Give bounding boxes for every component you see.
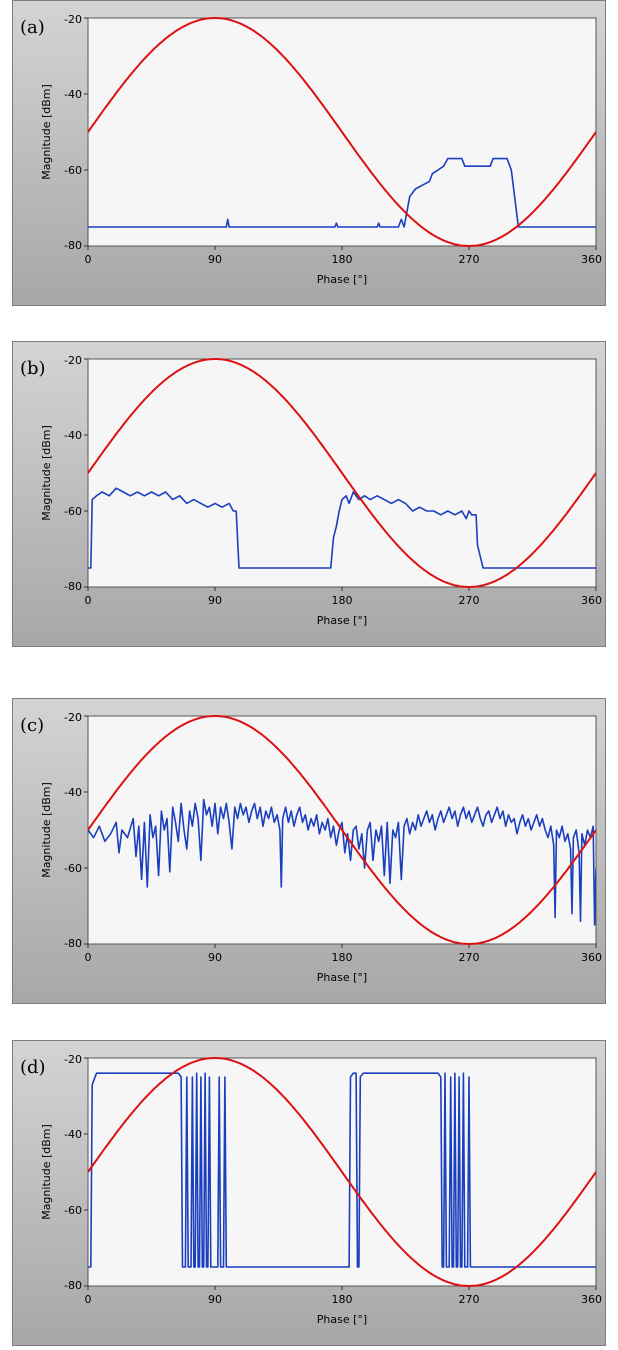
y-axis-label: Magnitude [dBm] [40,782,53,878]
y-tick-label: -60 [64,505,82,518]
frame-border [12,341,606,647]
reference-sine-line [88,715,596,945]
y-axis-label: Magnitude [dBm] [40,1124,53,1220]
chart-svg: (b) -20 -40 -60 -800 90 180 270 360 Phase [°] Magn… [12,341,606,647]
x-axis-label: Phase [°] [317,273,367,286]
y-tick-label: -40 [64,429,82,442]
x-tick-label: 360 [581,951,602,964]
y-tick-label: -60 [64,1204,82,1217]
x-tick-label: 0 [85,594,92,607]
chart-panel-c: (c) -20 -40 -60 -80 0 90 180 270 360 Phase [°] Magn… [12,698,606,1004]
x-tick-label: 180 [332,594,353,607]
x-tick-label: 270 [459,1293,480,1306]
chart-panel-b: (b) -20 -40 -60 -80 0 90 180 270 360 Phase [°] Magn… [12,341,606,647]
x-axis-label: Phase [°] [317,971,367,984]
frame-border [12,1040,606,1346]
y-tick-label: -20 [64,711,82,724]
x-tick-label: 360 [581,594,602,607]
x-tick-label: 180 [332,253,353,266]
panel-label: (a) [20,17,45,38]
frame-border [12,698,606,1004]
reference-sine-line [88,1057,596,1287]
reference-sine-line [88,358,596,588]
x-tick-label: 0 [85,253,92,266]
panel-label: (b) [20,358,46,379]
y-tick-label: -60 [64,164,82,177]
y-axis-label: Magnitude [dBm] [40,84,53,180]
y-tick-label: -80 [64,937,82,950]
y-tick-label: -80 [64,1279,82,1292]
chart-svg: (d) -20 -40 -60 -800 90 180 270 360 Phase [°] Magn… [12,1040,606,1346]
panel-label: (d) [20,1057,46,1078]
x-tick-label: 90 [208,951,222,964]
x-tick-label: 270 [459,951,480,964]
y-tick-label: -40 [64,786,82,799]
x-tick-label: 0 [85,951,92,964]
chart-svg: (c) -20 -40 -60 -800 90 180 270 360 Phase [°] Magn… [12,698,606,1004]
y-axis-label: Magnitude [dBm] [40,425,53,521]
chart-panel-a: (a) -20 -40 -60 -80 0 90 180 270 360 Phase [°] Magn… [12,0,606,306]
x-tick-label: 90 [208,594,222,607]
chart-panel-d: (d) -20 -40 -60 -80 0 90 180 270 360 Phase [°] Magn… [12,1040,606,1346]
y-tick-label: -20 [64,354,82,367]
y-tick-label: -20 [64,1053,82,1066]
measured-magnitude-line [88,157,596,228]
x-tick-label: 90 [208,1293,222,1306]
x-tick-label: 0 [85,1293,92,1306]
y-tick-label: -60 [64,862,82,875]
y-tick-label: -20 [64,13,82,26]
reference-sine-line [88,17,596,247]
measured-magnitude-line [88,1072,596,1268]
x-tick-label: 180 [332,951,353,964]
chart-svg: (a) -20 -40 -60 -800 90 180 270 360 Phase [°] Magn… [12,0,606,306]
x-tick-label: 180 [332,1293,353,1306]
y-tick-label: -80 [64,239,82,252]
x-tick-label: 270 [459,594,480,607]
measured-magnitude-line [88,798,596,926]
measured-magnitude-line [88,487,596,569]
y-tick-label: -40 [64,88,82,101]
y-tick-label: -40 [64,1128,82,1141]
x-axis-label: Phase [°] [317,614,367,627]
x-tick-label: 360 [581,1293,602,1306]
frame-border [12,0,606,306]
x-tick-label: 90 [208,253,222,266]
x-tick-label: 270 [459,253,480,266]
panel-label: (c) [20,715,44,736]
y-tick-label: -80 [64,580,82,593]
x-axis-label: Phase [°] [317,1313,367,1326]
x-tick-label: 360 [581,253,602,266]
